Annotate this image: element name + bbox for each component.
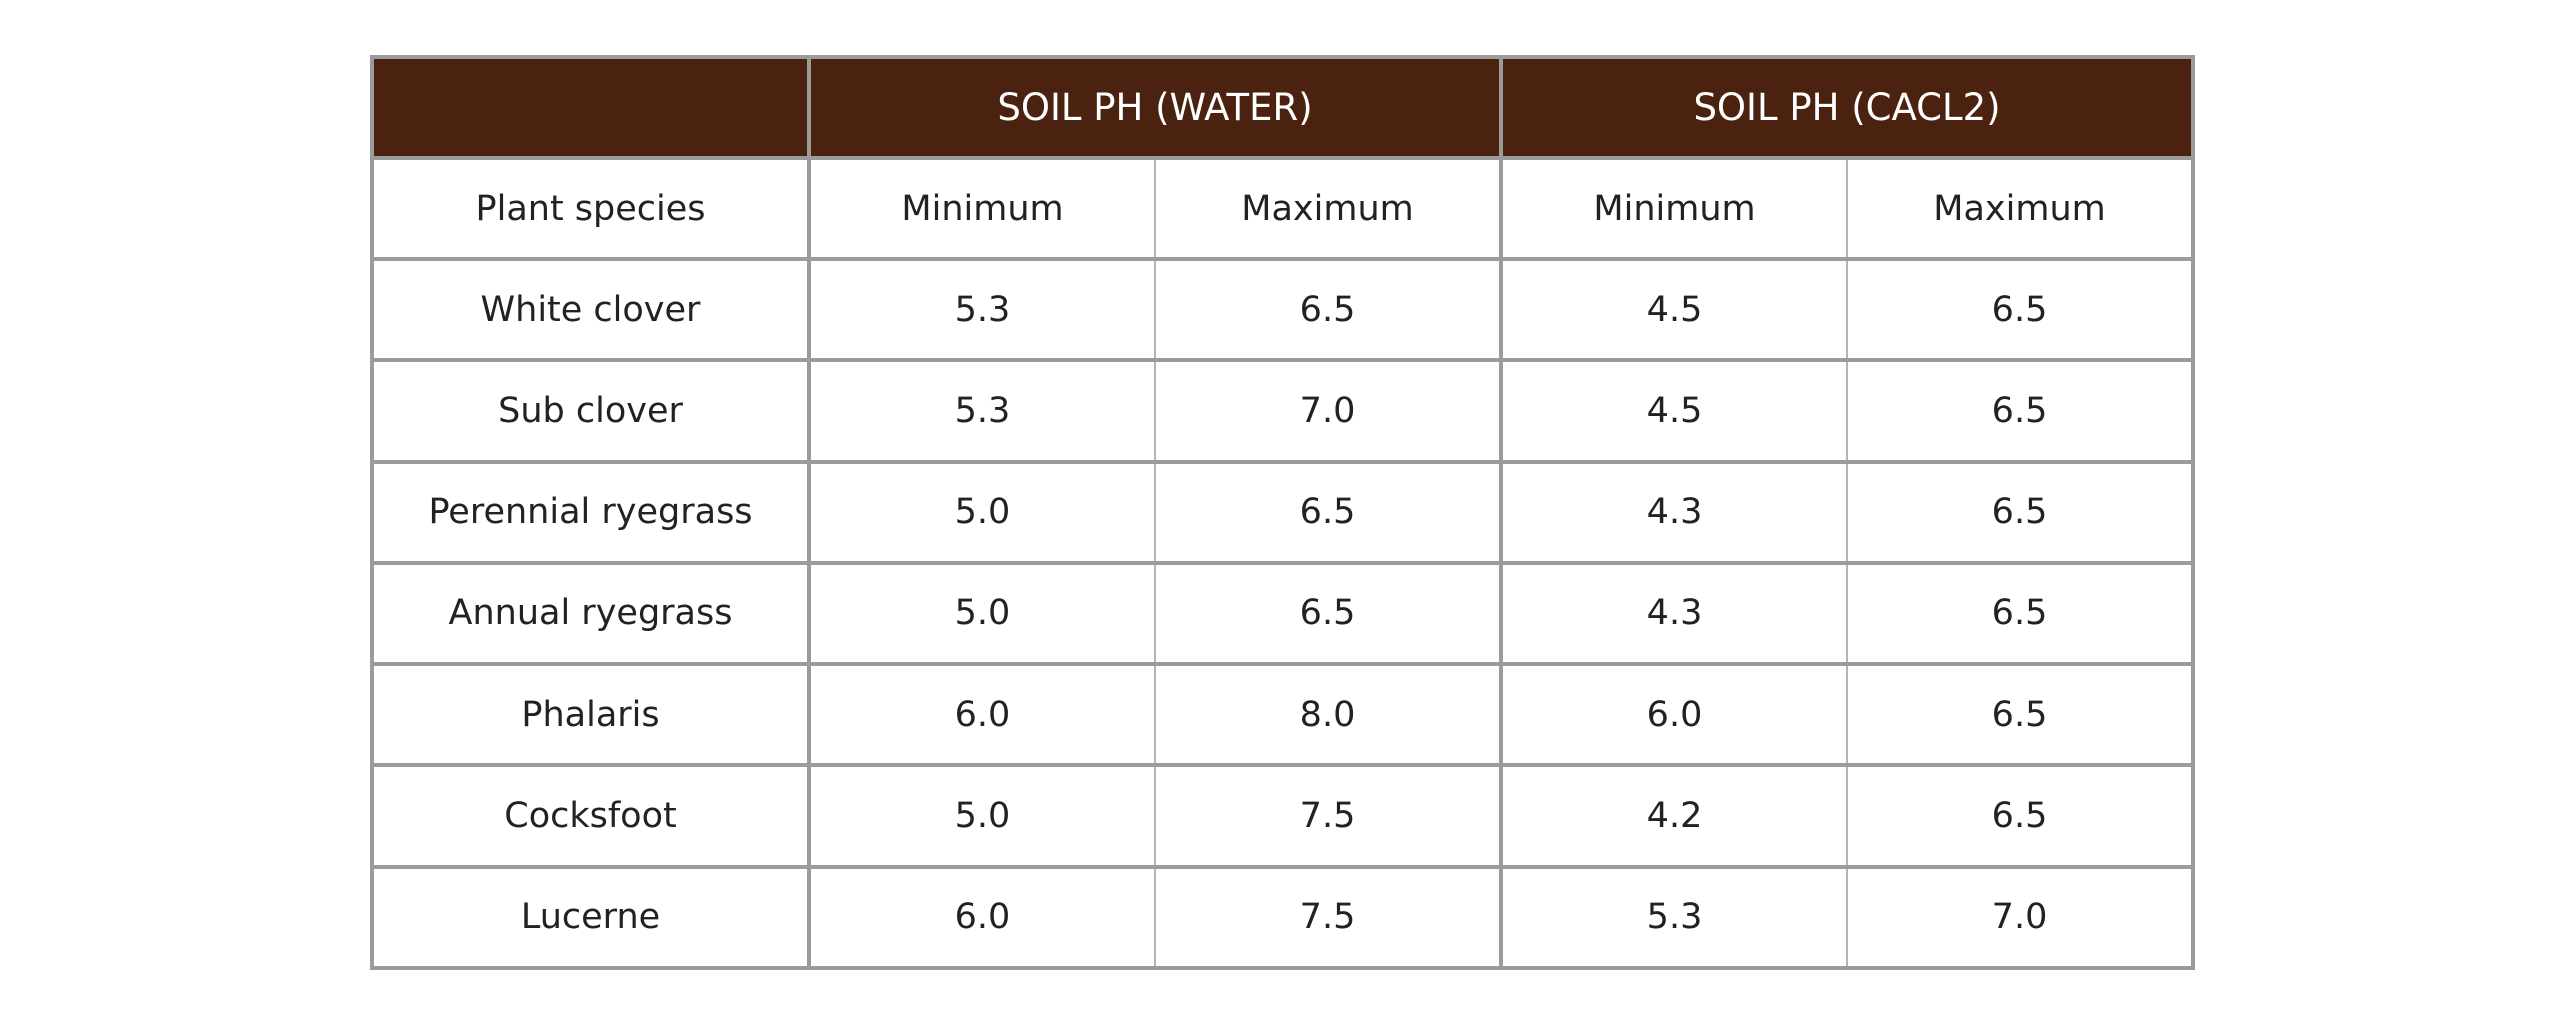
column-header-plant-species: Plant species <box>370 156 811 261</box>
cell-water-max: 7.0 <box>1153 358 1504 464</box>
cell-cacl2-min: 4.5 <box>1499 256 1849 363</box>
cell-species: Sub clover <box>370 358 811 464</box>
cell-water-max: 7.5 <box>1153 763 1504 869</box>
cell-cacl2-max: 6.5 <box>1846 662 2196 768</box>
cell-water-max: 6.5 <box>1153 560 1504 667</box>
table-row: Cocksfoot 5.0 7.5 4.2 6.5 <box>370 763 2196 869</box>
cell-water-min: 6.0 <box>807 662 1156 768</box>
cell-water-min: 5.0 <box>807 459 1156 565</box>
cell-cacl2-min: 4.2 <box>1499 763 1849 869</box>
column-header-cacl2-minimum: Minimum <box>1499 156 1849 261</box>
table-row: Sub clover 5.3 7.0 4.5 6.5 <box>370 358 2196 464</box>
cell-cacl2-min: 4.3 <box>1499 459 1849 565</box>
cell-cacl2-min: 4.3 <box>1499 560 1849 667</box>
cell-water-min: 5.0 <box>807 560 1156 667</box>
cell-species: Lucerne <box>370 864 811 971</box>
cell-water-min: 6.0 <box>807 864 1156 971</box>
cell-water-max: 6.5 <box>1153 459 1504 565</box>
column-header-water-maximum: Maximum <box>1153 156 1504 261</box>
table-row: Lucerne 6.0 7.5 5.3 7.0 <box>370 864 2196 971</box>
cell-cacl2-max: 6.5 <box>1846 256 2196 363</box>
cell-cacl2-max: 7.0 <box>1846 864 2196 971</box>
cell-water-min: 5.0 <box>807 763 1156 869</box>
cell-water-max: 6.5 <box>1153 256 1504 363</box>
cell-water-max: 8.0 <box>1153 662 1504 768</box>
group-header-empty <box>370 55 811 160</box>
cell-water-min: 5.3 <box>807 358 1156 464</box>
column-header-water-minimum: Minimum <box>807 156 1156 261</box>
cell-cacl2-max: 6.5 <box>1846 763 2196 869</box>
cell-cacl2-max: 6.5 <box>1846 560 2196 667</box>
cell-species: Phalaris <box>370 662 811 768</box>
table-row: Annual ryegrass 5.0 6.5 4.3 6.5 <box>370 560 2196 667</box>
table-row: White clover 5.3 6.5 4.5 6.5 <box>370 256 2196 363</box>
cell-water-max: 7.5 <box>1153 864 1504 971</box>
table-row: Phalaris 6.0 8.0 6.0 6.5 <box>370 662 2196 768</box>
cell-species: Annual ryegrass <box>370 560 811 667</box>
group-header-soil-ph-cacl2: SOIL PH (CACL2) <box>1499 55 2196 160</box>
cell-cacl2-min: 4.5 <box>1499 358 1849 464</box>
table-column-header-row: Plant species Minimum Maximum Minimum Ma… <box>370 156 2196 261</box>
cell-cacl2-max: 6.5 <box>1846 358 2196 464</box>
column-header-cacl2-maximum: Maximum <box>1846 156 2196 261</box>
table-group-header-row: SOIL PH (WATER) SOIL PH (CACL2) <box>370 55 2196 160</box>
cell-cacl2-min: 5.3 <box>1499 864 1849 971</box>
soil-ph-table: SOIL PH (WATER) SOIL PH (CACL2) Plant sp… <box>370 55 2196 971</box>
table-row: Perennial ryegrass 5.0 6.5 4.3 6.5 <box>370 459 2196 565</box>
cell-species: Perennial ryegrass <box>370 459 811 565</box>
cell-cacl2-min: 6.0 <box>1499 662 1849 768</box>
cell-cacl2-max: 6.5 <box>1846 459 2196 565</box>
group-header-soil-ph-water: SOIL PH (WATER) <box>806 55 1504 160</box>
cell-species: Cocksfoot <box>370 763 811 869</box>
cell-water-min: 5.3 <box>807 256 1156 363</box>
cell-species: White clover <box>370 256 811 363</box>
